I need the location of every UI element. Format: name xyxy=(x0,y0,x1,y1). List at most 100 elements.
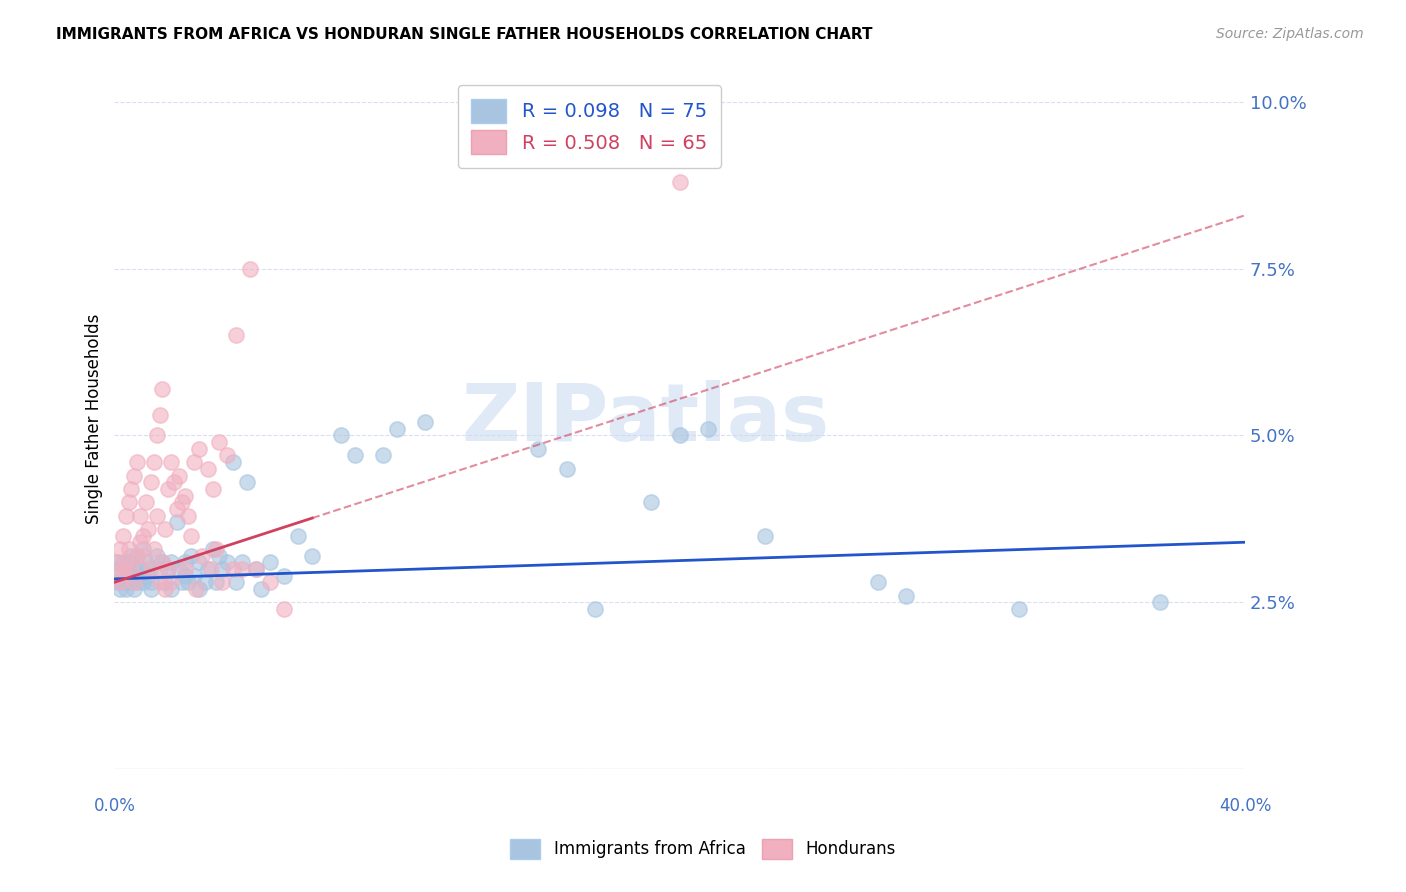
Point xyxy=(555,462,578,476)
Point xyxy=(180,528,202,542)
Point xyxy=(172,495,194,509)
Point xyxy=(208,549,231,563)
Point xyxy=(141,475,163,490)
Point xyxy=(273,602,295,616)
Point xyxy=(188,582,211,596)
Point xyxy=(111,555,134,569)
Point xyxy=(122,582,145,596)
Point xyxy=(172,575,194,590)
Point xyxy=(157,562,180,576)
Point xyxy=(273,568,295,582)
Point xyxy=(122,562,145,576)
Point xyxy=(160,575,183,590)
Point xyxy=(131,549,153,563)
Point xyxy=(200,562,222,576)
Point xyxy=(217,555,239,569)
Point xyxy=(236,475,259,490)
Point xyxy=(188,555,211,569)
Legend: Immigrants from Africa, Hondurans: Immigrants from Africa, Hondurans xyxy=(503,832,903,866)
Point xyxy=(143,541,166,556)
Text: ZIPatlas: ZIPatlas xyxy=(461,380,830,458)
Point xyxy=(131,528,153,542)
Point xyxy=(245,562,267,576)
Point xyxy=(136,568,159,582)
Point xyxy=(754,528,776,542)
Point xyxy=(105,575,128,590)
Point xyxy=(108,541,131,556)
Point xyxy=(191,549,214,563)
Point xyxy=(141,575,163,590)
Point xyxy=(211,562,233,576)
Point xyxy=(177,508,200,523)
Point xyxy=(157,562,180,576)
Text: Source: ZipAtlas.com: Source: ZipAtlas.com xyxy=(1216,27,1364,41)
Point xyxy=(105,555,128,569)
Point xyxy=(866,575,889,590)
Point xyxy=(125,455,148,469)
Point xyxy=(239,261,262,276)
Point xyxy=(114,582,136,596)
Point xyxy=(301,549,323,563)
Point xyxy=(128,535,150,549)
Point xyxy=(122,468,145,483)
Text: 0.0%: 0.0% xyxy=(93,797,135,815)
Point xyxy=(225,575,247,590)
Text: 40.0%: 40.0% xyxy=(1219,797,1271,815)
Point xyxy=(222,455,245,469)
Point xyxy=(136,562,159,576)
Point xyxy=(152,555,174,569)
Point xyxy=(105,568,128,582)
Point xyxy=(259,555,281,569)
Point xyxy=(146,508,169,523)
Point xyxy=(371,449,394,463)
Point xyxy=(128,508,150,523)
Point xyxy=(174,489,197,503)
Point xyxy=(141,562,163,576)
Point xyxy=(114,555,136,569)
Point xyxy=(385,422,408,436)
Point xyxy=(211,575,233,590)
Point xyxy=(131,575,153,590)
Point xyxy=(183,455,205,469)
Point xyxy=(125,575,148,590)
Point xyxy=(122,575,145,590)
Point xyxy=(146,549,169,563)
Point xyxy=(668,428,690,442)
Point xyxy=(125,549,148,563)
Point xyxy=(111,562,134,576)
Point xyxy=(117,555,139,569)
Point xyxy=(120,568,142,582)
Point xyxy=(149,409,172,423)
Y-axis label: Single Father Households: Single Father Households xyxy=(86,314,103,524)
Point xyxy=(1149,595,1171,609)
Point xyxy=(114,562,136,576)
Point xyxy=(149,575,172,590)
Point xyxy=(894,589,917,603)
Point xyxy=(152,382,174,396)
Point xyxy=(160,555,183,569)
Point xyxy=(108,575,131,590)
Point xyxy=(697,422,720,436)
Point xyxy=(188,442,211,456)
Point xyxy=(128,562,150,576)
Legend: R = 0.098   N = 75, R = 0.508   N = 65: R = 0.098 N = 75, R = 0.508 N = 65 xyxy=(458,86,721,168)
Point xyxy=(640,495,662,509)
Point xyxy=(141,582,163,596)
Point xyxy=(329,428,352,442)
Point xyxy=(155,522,177,536)
Point xyxy=(222,562,245,576)
Point xyxy=(149,562,172,576)
Point xyxy=(136,522,159,536)
Point xyxy=(231,555,253,569)
Point xyxy=(166,501,188,516)
Point xyxy=(174,568,197,582)
Point xyxy=(114,508,136,523)
Point xyxy=(155,575,177,590)
Point xyxy=(160,455,183,469)
Point xyxy=(120,562,142,576)
Point xyxy=(105,555,128,569)
Text: IMMIGRANTS FROM AFRICA VS HONDURAN SINGLE FATHER HOUSEHOLDS CORRELATION CHART: IMMIGRANTS FROM AFRICA VS HONDURAN SINGL… xyxy=(56,27,873,42)
Point xyxy=(134,495,156,509)
Point xyxy=(225,328,247,343)
Point xyxy=(202,541,225,556)
